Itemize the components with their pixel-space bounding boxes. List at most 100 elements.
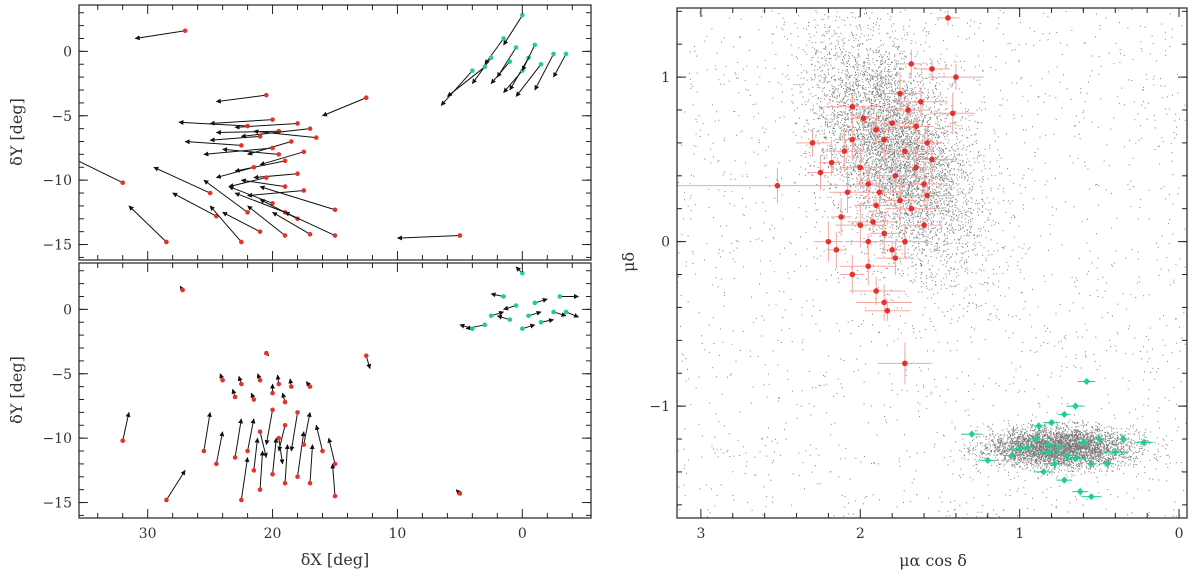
lmc-star bbox=[270, 407, 275, 413]
proper-motion-arrow bbox=[303, 411, 312, 445]
smc-star bbox=[507, 317, 513, 322]
proper-motion-arrow bbox=[234, 160, 286, 173]
smc-star bbox=[532, 300, 538, 306]
proper-motion-arrow bbox=[228, 185, 273, 204]
y-tick-label: 1 bbox=[661, 70, 670, 86]
lmc-star bbox=[295, 171, 300, 177]
panel-bottom-left: 0 −5 −10 −15 30 20 10 0 δY [deg] δX [deg] bbox=[7, 262, 592, 569]
proper-motion-arrow bbox=[215, 166, 254, 179]
proper-motion-arrow bbox=[253, 173, 298, 180]
lmc-star bbox=[881, 136, 887, 143]
smc-star bbox=[1044, 448, 1052, 456]
lmc-star bbox=[201, 448, 207, 454]
lmc-star bbox=[257, 134, 263, 139]
proper-motion-arrow bbox=[396, 235, 460, 241]
lmc-star bbox=[897, 197, 903, 204]
lmc-star bbox=[282, 480, 288, 486]
panel-right-frame bbox=[676, 7, 1188, 519]
proper-motion-arrow bbox=[215, 431, 225, 465]
vectors bbox=[120, 266, 580, 503]
proper-motion-arrow bbox=[297, 431, 306, 477]
lmc-star bbox=[825, 238, 832, 245]
proper-motion-arrow bbox=[134, 30, 186, 41]
proper-motion-arrow bbox=[215, 129, 279, 135]
proper-motion-arrow bbox=[327, 437, 336, 465]
panel-bottom-left-ticks: 0 −5 −10 −15 30 20 10 0 bbox=[42, 263, 591, 542]
lmc-star bbox=[182, 28, 188, 34]
smc-star bbox=[968, 430, 976, 438]
lmc-star bbox=[332, 233, 338, 238]
lmc-star bbox=[276, 435, 282, 441]
y-tick-label: 0 bbox=[661, 235, 670, 251]
smc-star bbox=[1087, 460, 1095, 468]
smc-star bbox=[1048, 419, 1056, 427]
lmc-star bbox=[873, 202, 880, 209]
proper-motion-arrow bbox=[503, 15, 523, 46]
lmc-star bbox=[881, 230, 887, 237]
lmc-star bbox=[120, 438, 126, 444]
lmc-star bbox=[264, 92, 269, 98]
proper-motion-arrow bbox=[521, 44, 536, 72]
smc-star bbox=[1056, 443, 1063, 451]
proper-motion-arrow bbox=[272, 437, 279, 475]
proper-motion-arrow bbox=[503, 70, 523, 93]
proper-motion-arrow bbox=[247, 418, 256, 452]
lmc-star bbox=[908, 205, 915, 212]
proper-motion-arrow bbox=[240, 178, 286, 188]
lmc-star bbox=[270, 201, 275, 206]
smc-star bbox=[470, 68, 475, 73]
lmc-star bbox=[239, 381, 244, 387]
lmc-star bbox=[245, 448, 250, 454]
lmc-star bbox=[282, 422, 288, 428]
proper-motion-arrow bbox=[330, 463, 336, 497]
proper-motion-arrow bbox=[203, 179, 248, 213]
lmc-star bbox=[921, 222, 927, 228]
vectors bbox=[79, 13, 569, 245]
proper-motion-arrow bbox=[490, 61, 511, 84]
lmc-star bbox=[860, 115, 867, 122]
panel-right-markers bbox=[677, 10, 1154, 501]
smc-star bbox=[488, 55, 494, 61]
lmc-star bbox=[844, 189, 851, 196]
bottom-left-x-label: δX [deg] bbox=[301, 550, 370, 569]
y-tick-label: −1 bbox=[649, 399, 670, 415]
lmc-star bbox=[902, 238, 908, 245]
lmc-star bbox=[828, 159, 835, 166]
lmc-star bbox=[245, 123, 250, 129]
proper-motion-arrow bbox=[247, 205, 286, 236]
lmc-star bbox=[929, 66, 935, 72]
lmc-star bbox=[457, 233, 463, 238]
lmc-star bbox=[865, 181, 872, 187]
smc-star bbox=[538, 61, 544, 67]
smc-star bbox=[1063, 451, 1071, 459]
lmc-star bbox=[180, 287, 185, 293]
lmc-star bbox=[295, 474, 300, 480]
smc-star bbox=[520, 13, 525, 18]
lmc-star bbox=[949, 110, 956, 117]
proper-motion-arrow bbox=[534, 53, 554, 91]
lmc-star bbox=[849, 271, 856, 278]
proper-motion-arrow bbox=[259, 151, 304, 166]
lmc-star bbox=[257, 429, 263, 435]
panel-right: 1 0 −1 3 2 1 0 μδ μα cos δ bbox=[619, 7, 1188, 570]
smc-star bbox=[1095, 435, 1103, 443]
lmc-star bbox=[774, 182, 781, 189]
lmc-star bbox=[892, 173, 899, 179]
lmc-star bbox=[857, 222, 864, 228]
smc-star bbox=[482, 64, 488, 70]
lmc-star bbox=[876, 189, 883, 196]
smc-star bbox=[1119, 435, 1127, 443]
lmc-star bbox=[239, 143, 244, 148]
bottom-left-y-label: δY [deg] bbox=[7, 356, 26, 424]
lmc-star bbox=[945, 15, 951, 21]
lmc-star bbox=[164, 497, 169, 503]
smc-star bbox=[501, 294, 506, 299]
panel-top-left-frame bbox=[78, 4, 592, 261]
proper-motion-arrow bbox=[278, 438, 285, 465]
lmc-star bbox=[332, 461, 338, 467]
smc-star bbox=[538, 319, 544, 325]
smc-star bbox=[520, 271, 525, 276]
lmc-star bbox=[301, 188, 307, 193]
lmc-star bbox=[913, 123, 919, 130]
y-tick-label: −10 bbox=[42, 431, 72, 447]
